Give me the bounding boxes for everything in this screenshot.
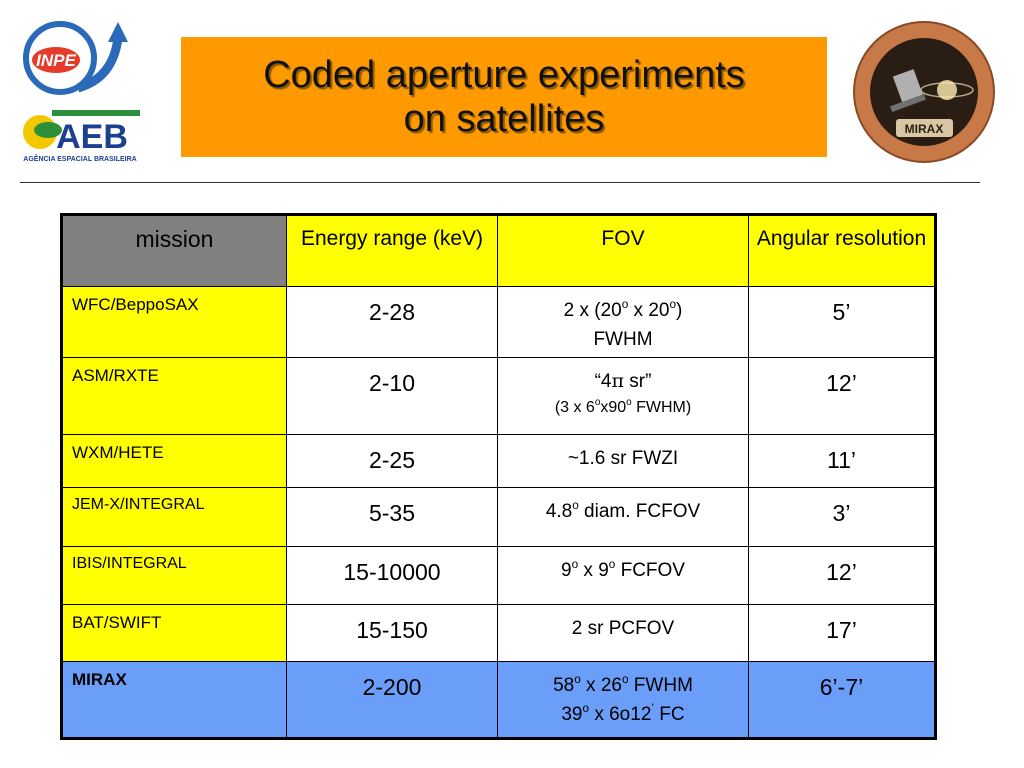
header-angular-resolution: Angular resolution [748,214,936,287]
table-row: JEM-X/INTEGRAL 5-35 4.8o diam. FCFOV 3’ [61,487,936,547]
mission-cell: BAT/SWIFT [61,604,287,662]
angular-cell: 12’ [748,546,936,605]
table-row: BAT/SWIFT 15-150 2 sr PCFOV 17’ [61,604,936,662]
missions-table: mission Energy range (keV) FOV Angular r… [60,213,937,740]
mission-cell: JEM-X/INTEGRAL [61,487,287,547]
fov-cell: 4.8o diam. FCFOV [497,487,749,547]
energy-cell: 2-10 [286,357,498,435]
angular-cell: 17’ [748,604,936,662]
table-header-row: mission Energy range (keV) FOV Angular r… [61,214,936,287]
energy-cell: 15-150 [286,604,498,662]
table-row: ASM/RXTE 2-10 “4π sr” (3 x 6ox90o FWHM) … [61,357,936,435]
mission-cell: WFC/BeppoSAX [61,286,287,358]
svg-text:AGÊNCIA ESPACIAL BRASILEIRA: AGÊNCIA ESPACIAL BRASILEIRA [23,154,136,163]
table-row: IBIS/INTEGRAL 15-10000 9o x 9o FCFOV 12’ [61,546,936,605]
table-row: WXM/HETE 2-25 ~1.6 sr FWZI 11’ [61,434,936,488]
header-energy-range: Energy range (keV) [286,214,498,287]
svg-text:INPE: INPE [36,51,76,70]
svg-text:AEB: AEB [56,118,128,156]
fov-cell: 58o x 26o FWHM 39o x 6o12’ FC [497,661,749,739]
title-divider [20,182,980,183]
energy-cell: 2-28 [286,286,498,358]
header-fov: FOV [497,214,749,287]
mission-cell: WXM/HETE [61,434,287,488]
inpe-logo: INPE [18,18,128,100]
table-row: WFC/BeppoSAX 2-28 2 x (20o x 20o) FWHM 5… [61,286,936,358]
fov-cell: “4π sr” (3 x 6ox90o FWHM) [497,357,749,435]
aeb-logo: AEB AGÊNCIA ESPACIAL BRASILEIRA [18,106,143,164]
angular-cell: 11’ [748,434,936,488]
fov-cell: 9o x 9o FCFOV [497,546,749,605]
fov-cell: 2 sr PCFOV [497,604,749,662]
fov-cell: 2 x (20o x 20o) FWHM [497,286,749,358]
mission-cell: IBIS/INTEGRAL [61,546,287,605]
fov-cell: ~1.6 sr FWZI [497,434,749,488]
energy-cell: 5-35 [286,487,498,547]
energy-cell: 2-25 [286,434,498,488]
angular-cell: 6’-7’ [748,661,936,739]
page-title-line-1: Coded aperture experiments [263,54,745,96]
angular-cell: 3’ [748,487,936,547]
header-mission: mission [61,214,287,287]
mirax-logo: MIRAX [852,20,997,165]
pi-symbol: π [611,370,624,392]
page-title-line-2: on satellites [403,98,605,140]
energy-cell: 2-200 [286,661,498,739]
mission-cell: ASM/RXTE [61,357,287,435]
table-row-highlighted: MIRAX 2-200 58o x 26o FWHM 39o x 6o12’ F… [61,661,936,739]
angular-cell: 12’ [748,357,936,435]
page-title: Coded aperture experiments on satellites [263,53,745,141]
title-box: Coded aperture experiments on satellites [181,37,827,157]
mission-cell: MIRAX [61,661,287,739]
svg-text:MIRAX: MIRAX [905,122,944,136]
energy-cell: 15-10000 [286,546,498,605]
angular-cell: 5’ [748,286,936,358]
